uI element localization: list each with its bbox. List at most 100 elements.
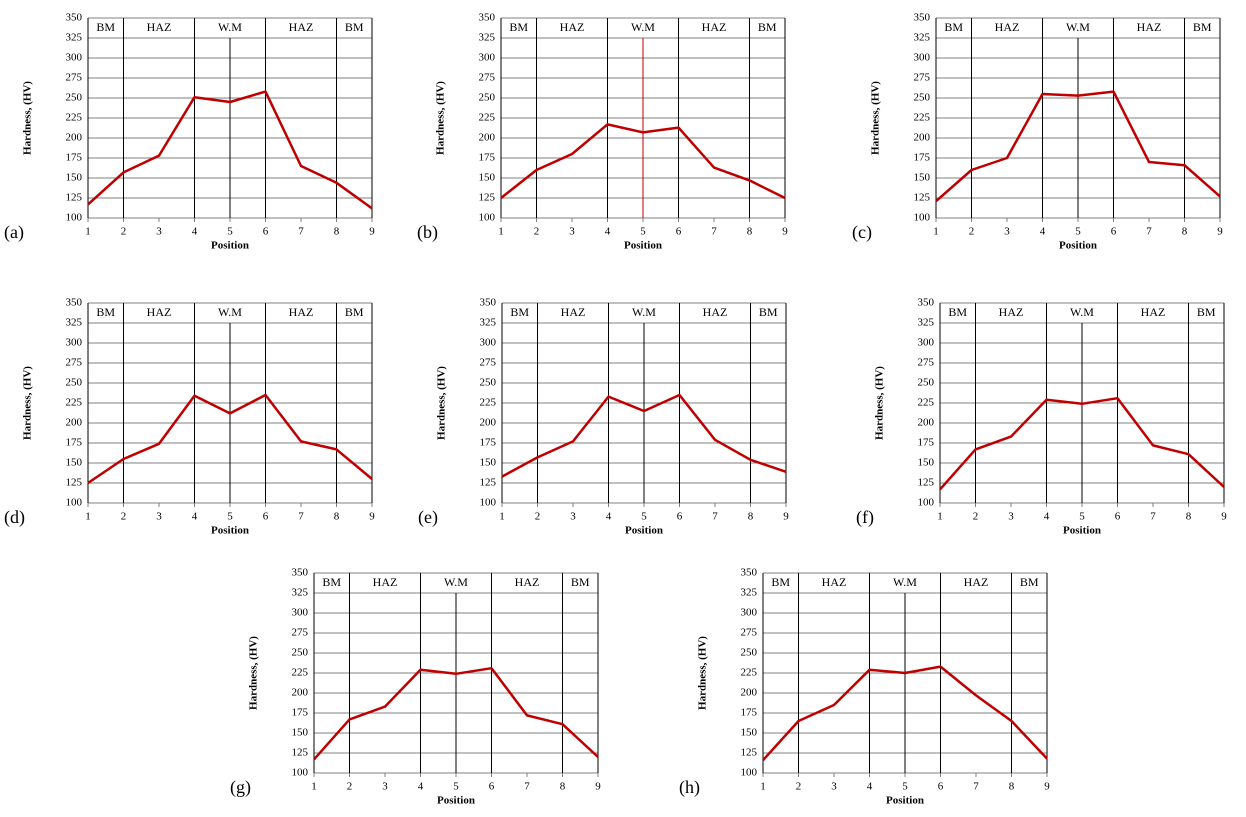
x-tick-label: 6	[676, 226, 682, 238]
region-label: BM	[1197, 305, 1216, 319]
x-tick-label: 2	[534, 226, 540, 238]
x-tick-label: 5	[227, 511, 233, 523]
x-tick-label: 3	[569, 226, 575, 238]
y-tick-label: 125	[480, 477, 497, 489]
y-tick-label: 125	[479, 192, 496, 204]
x-tick-label: 8	[334, 226, 340, 238]
y-tick-label: 100	[918, 497, 935, 509]
y-tick-label: 350	[914, 12, 931, 24]
y-tick-label: 300	[914, 52, 931, 64]
x-tick-label: 5	[1075, 226, 1081, 238]
y-tick-label: 100	[480, 497, 497, 509]
y-tick-label: 250	[480, 377, 497, 389]
region-label: BM	[771, 575, 790, 589]
region-label: W.M	[218, 305, 242, 319]
y-tick-label: 125	[66, 477, 83, 489]
y-tick-label: 275	[741, 627, 758, 639]
y-tick-label: 100	[479, 212, 496, 224]
y-axis-title: Hardness, (HV)	[697, 636, 709, 710]
y-tick-label: 300	[918, 337, 935, 349]
x-tick-label: 5	[902, 781, 908, 793]
x-tick-label: 1	[498, 226, 504, 238]
y-tick-label: 200	[66, 417, 83, 429]
y-tick-label: 300	[292, 607, 309, 619]
x-tick-label: 8	[747, 226, 753, 238]
y-tick-label: 325	[741, 587, 758, 599]
x-tick-label: 1	[933, 226, 939, 238]
y-tick-label: 250	[66, 92, 83, 104]
y-tick-label: 275	[479, 72, 496, 84]
x-tick-label: 9	[369, 511, 375, 523]
x-tick-label: 1	[85, 511, 91, 523]
y-tick-label: 150	[741, 727, 758, 739]
y-tick-label: 325	[66, 317, 83, 329]
x-tick-label: 3	[1008, 511, 1014, 523]
x-tick-label: 7	[1150, 511, 1156, 523]
x-tick-label: 7	[524, 781, 530, 793]
panel-label: (g)	[230, 777, 251, 798]
x-axis-title: Position	[624, 240, 662, 252]
region-label: W.M	[1066, 20, 1090, 34]
y-tick-label: 275	[66, 357, 83, 369]
region-label: HAZ	[515, 575, 540, 589]
x-tick-label: 2	[796, 781, 802, 793]
x-tick-label: 6	[677, 511, 683, 523]
x-tick-label: 4	[867, 781, 873, 793]
region-label: BM	[571, 575, 590, 589]
y-tick-label: 350	[66, 12, 83, 24]
x-tick-label: 4	[605, 226, 611, 238]
region-label: W.M	[632, 305, 656, 319]
y-tick-label: 125	[292, 747, 309, 759]
y-tick-label: 200	[66, 132, 83, 144]
x-tick-label: 9	[783, 511, 789, 523]
panel-label: (e)	[418, 507, 438, 528]
y-tick-label: 225	[66, 112, 83, 124]
x-tick-label: 3	[831, 781, 837, 793]
y-tick-label: 300	[479, 52, 496, 64]
y-tick-label: 175	[480, 437, 497, 449]
x-tick-label: 4	[1044, 511, 1050, 523]
region-label: BM	[322, 575, 341, 589]
panel-label: (h)	[679, 777, 700, 798]
x-axis-title: Position	[1059, 240, 1097, 252]
x-tick-label: 8	[1009, 781, 1015, 793]
y-tick-label: 350	[66, 297, 83, 309]
y-tick-label: 350	[480, 297, 497, 309]
x-tick-label: 6	[938, 781, 944, 793]
x-tick-label: 9	[1044, 781, 1050, 793]
y-tick-label: 175	[741, 707, 758, 719]
y-axis-title: Hardness, (HV)	[436, 366, 448, 440]
x-tick-label: 4	[606, 511, 612, 523]
y-tick-label: 300	[480, 337, 497, 349]
y-tick-label: 175	[479, 152, 496, 164]
x-tick-label: 9	[1217, 226, 1223, 238]
region-label: HAZ	[561, 305, 586, 319]
x-tick-label: 5	[453, 781, 459, 793]
region-label: HAZ	[289, 305, 314, 319]
region-label: BM	[345, 20, 364, 34]
y-tick-label: 300	[66, 52, 83, 64]
region-label: BM	[1020, 575, 1039, 589]
x-tick-label: 6	[1111, 226, 1117, 238]
y-tick-label: 100	[66, 212, 83, 224]
panel-label: (a)	[4, 222, 24, 243]
x-tick-label: 9	[369, 226, 375, 238]
region-label: BM	[96, 305, 115, 319]
x-axis-title: Position	[1063, 525, 1101, 537]
region-label: HAZ	[964, 575, 989, 589]
y-tick-label: 200	[918, 417, 935, 429]
region-label: HAZ	[147, 20, 172, 34]
region-label: BM	[96, 20, 115, 34]
y-tick-label: 225	[66, 397, 83, 409]
y-tick-label: 100	[741, 767, 758, 779]
x-tick-label: 4	[192, 226, 198, 238]
x-tick-label: 6	[263, 226, 269, 238]
region-label: BM	[1193, 20, 1212, 34]
y-tick-label: 125	[741, 747, 758, 759]
x-tick-label: 9	[1221, 511, 1227, 523]
region-label: BM	[758, 20, 777, 34]
y-tick-label: 200	[292, 687, 309, 699]
region-label: BM	[948, 305, 967, 319]
y-tick-label: 225	[292, 667, 309, 679]
x-tick-label: 8	[334, 511, 340, 523]
